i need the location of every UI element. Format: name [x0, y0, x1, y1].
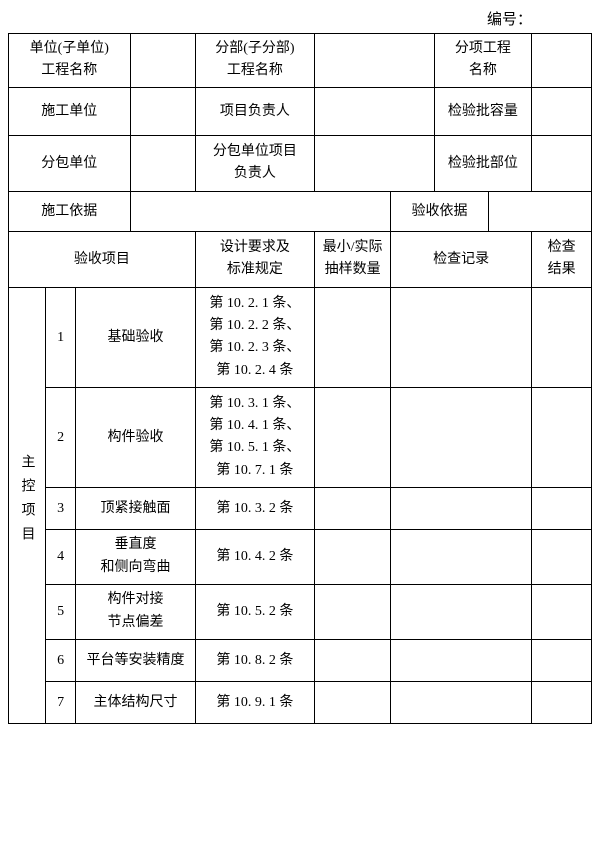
- unit-project-name-label: 单位(子单位)工程名称: [9, 34, 131, 88]
- row-sample: [315, 639, 391, 681]
- row-result: [532, 639, 592, 681]
- row-record: [391, 387, 532, 487]
- row-sample: [315, 487, 391, 529]
- group-main-control: 主控项目: [9, 287, 46, 723]
- row-req: 第 10. 2. 1 条、第 10. 2. 2 条、第 10. 2. 3 条、第…: [195, 287, 314, 387]
- subcontract-unit-value: [130, 135, 195, 191]
- row-sample: [315, 529, 391, 584]
- row-req: 第 10. 9. 1 条: [195, 681, 314, 723]
- item-project-name-value: [532, 34, 592, 88]
- row-item: 顶紧接触面: [76, 487, 195, 529]
- row-item: 基础验收: [76, 287, 195, 387]
- col-sample-qty: 最小/实际抽样数量: [315, 231, 391, 287]
- acceptance-basis-value: [488, 191, 591, 231]
- item-project-name-label: 分项工程名称: [434, 34, 532, 88]
- construction-basis-label: 施工依据: [9, 191, 131, 231]
- sub-project-name-label: 分部(子分部)工程名称: [195, 34, 314, 88]
- row-req: 第 10. 3. 2 条: [195, 487, 314, 529]
- row-record: [391, 487, 532, 529]
- row-no: 3: [45, 487, 75, 529]
- row-record: [391, 681, 532, 723]
- serial-number-label: 编号：: [8, 8, 592, 29]
- acceptance-basis-label: 验收依据: [391, 191, 489, 231]
- row-sample: [315, 681, 391, 723]
- construction-unit-label: 施工单位: [9, 87, 131, 135]
- row-result: [532, 681, 592, 723]
- construction-unit-value: [130, 87, 195, 135]
- row-req: 第 10. 5. 2 条: [195, 584, 314, 639]
- row-sample: [315, 287, 391, 387]
- col-design-req: 设计要求及标准规定: [195, 231, 314, 287]
- row-no: 2: [45, 387, 75, 487]
- batch-capacity-label: 检验批容量: [434, 87, 532, 135]
- project-leader-value: [315, 87, 434, 135]
- row-no: 7: [45, 681, 75, 723]
- row-result: [532, 529, 592, 584]
- batch-location-value: [532, 135, 592, 191]
- row-sample: [315, 584, 391, 639]
- row-item: 构件验收: [76, 387, 195, 487]
- batch-capacity-value: [532, 87, 592, 135]
- row-result: [532, 487, 592, 529]
- sub-project-name-value: [315, 34, 434, 88]
- row-req: 第 10. 8. 2 条: [195, 639, 314, 681]
- col-check-record: 检查记录: [391, 231, 532, 287]
- construction-basis-value: [130, 191, 391, 231]
- row-record: [391, 639, 532, 681]
- col-inspect-item: 验收项目: [9, 231, 196, 287]
- subcontract-leader-label: 分包单位项目负责人: [195, 135, 314, 191]
- row-result: [532, 287, 592, 387]
- row-no: 1: [45, 287, 75, 387]
- inspection-form-table: 单位(子单位)工程名称 分部(子分部)工程名称 分项工程名称 施工单位 项目负责…: [8, 33, 592, 724]
- row-item: 平台等安装精度: [76, 639, 195, 681]
- row-record: [391, 287, 532, 387]
- row-no: 5: [45, 584, 75, 639]
- row-sample: [315, 387, 391, 487]
- row-item: 主体结构尺寸: [76, 681, 195, 723]
- row-record: [391, 529, 532, 584]
- col-check-result: 检查结果: [532, 231, 592, 287]
- subcontract-leader-value: [315, 135, 434, 191]
- row-req: 第 10. 4. 2 条: [195, 529, 314, 584]
- unit-project-name-value: [130, 34, 195, 88]
- row-item: 构件对接节点偏差: [76, 584, 195, 639]
- batch-location-label: 检验批部位: [434, 135, 532, 191]
- row-req: 第 10. 3. 1 条、第 10. 4. 1 条、第 10. 5. 1 条、第…: [195, 387, 314, 487]
- row-item: 垂直度和侧向弯曲: [76, 529, 195, 584]
- row-record: [391, 584, 532, 639]
- row-no: 6: [45, 639, 75, 681]
- row-result: [532, 387, 592, 487]
- row-no: 4: [45, 529, 75, 584]
- subcontract-unit-label: 分包单位: [9, 135, 131, 191]
- row-result: [532, 584, 592, 639]
- project-leader-label: 项目负责人: [195, 87, 314, 135]
